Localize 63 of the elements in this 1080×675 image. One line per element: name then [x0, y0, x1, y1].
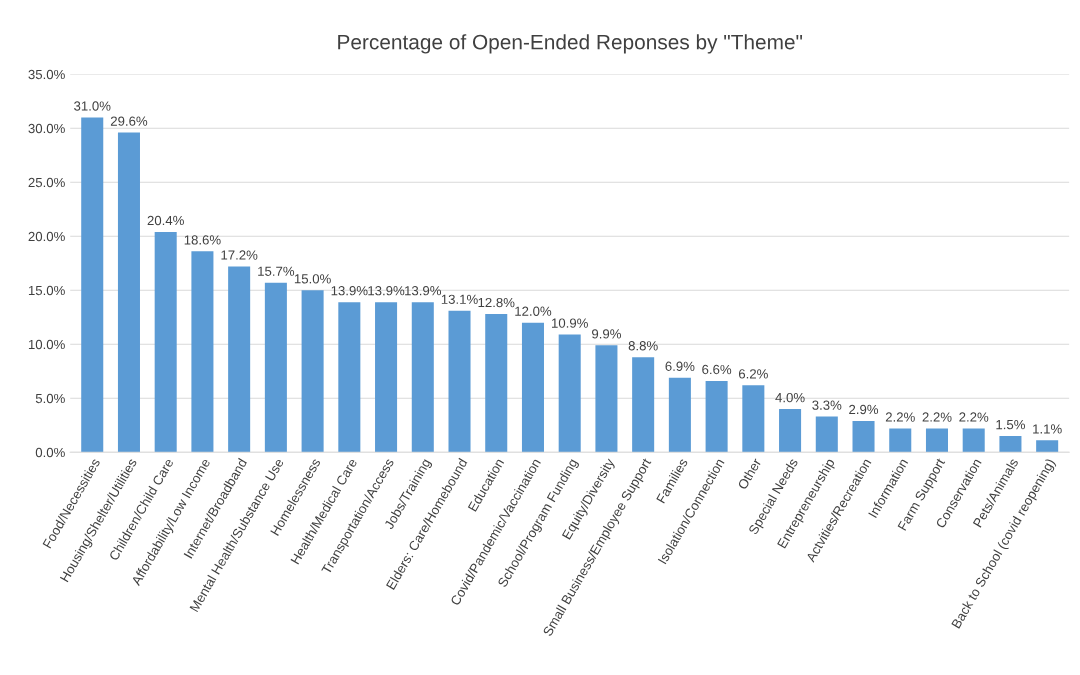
bar [485, 314, 508, 453]
data-label: 15.7% [258, 266, 295, 276]
bar [852, 420, 875, 453]
bar [264, 282, 287, 453]
data-label: 13.9% [331, 286, 368, 296]
data-label: 13.1% [441, 294, 478, 304]
bar [338, 302, 361, 453]
data-label: 1.1% [1033, 424, 1062, 434]
bar [779, 409, 802, 453]
data-label: 2.2% [885, 412, 915, 422]
data-label: 10.9% [552, 318, 588, 328]
bar [595, 345, 618, 453]
y-tick-label: 25.0% [28, 177, 65, 188]
data-label: 31.0% [74, 101, 111, 111]
y-tick-label: 30.0% [28, 123, 65, 134]
bar [632, 357, 655, 453]
data-label: 18.6% [184, 235, 221, 245]
bar [411, 302, 434, 453]
y-tick-label: 15.0% [28, 285, 65, 296]
bar [962, 428, 985, 453]
y-tick-label: 5.0% [35, 393, 65, 404]
data-label: 9.9% [592, 329, 621, 339]
bar [191, 251, 214, 453]
data-label: 3.3% [812, 400, 842, 410]
data-label: 13.9% [405, 286, 442, 296]
bar [117, 132, 140, 453]
data-label: 20.4% [147, 215, 184, 226]
y-tick-label: 10.0% [28, 339, 65, 350]
y-tick-label: 35.0% [28, 69, 65, 80]
y-tick-label: 20.0% [28, 231, 65, 242]
data-label: 8.8% [628, 341, 658, 351]
bar [375, 302, 398, 453]
bar [558, 334, 581, 453]
bar [742, 385, 765, 453]
bar [521, 322, 544, 453]
data-label: 2.2% [959, 412, 989, 422]
data-label: 2.2% [922, 412, 952, 422]
data-label: 15.0% [294, 274, 331, 284]
bar [81, 117, 104, 453]
bar [448, 310, 471, 453]
bar [668, 377, 691, 453]
data-label: 2.9% [849, 404, 879, 415]
bar [815, 416, 838, 453]
data-label: 4.0% [775, 392, 805, 403]
data-label: 12.0% [515, 306, 552, 316]
chart-title: Percentage of Open-Ended Reponses by "Theme" [338, 34, 803, 54]
bar [1036, 440, 1059, 453]
y-tick-label: 0.0% [35, 447, 65, 458]
bar [228, 266, 251, 453]
data-label: 12.8% [478, 297, 515, 308]
bar [999, 436, 1022, 453]
data-label: 6.6% [702, 364, 732, 375]
data-label: 6.2% [738, 369, 768, 379]
data-label: 1.5% [996, 419, 1025, 430]
bar [889, 428, 912, 453]
data-label: 29.6% [110, 116, 148, 126]
bar [705, 380, 728, 453]
bar [301, 290, 324, 453]
bar [154, 231, 177, 453]
bar [925, 428, 948, 453]
data-label: 13.9% [368, 286, 405, 296]
data-label: 17.2% [221, 250, 258, 260]
data-label: 6.9% [665, 361, 695, 371]
